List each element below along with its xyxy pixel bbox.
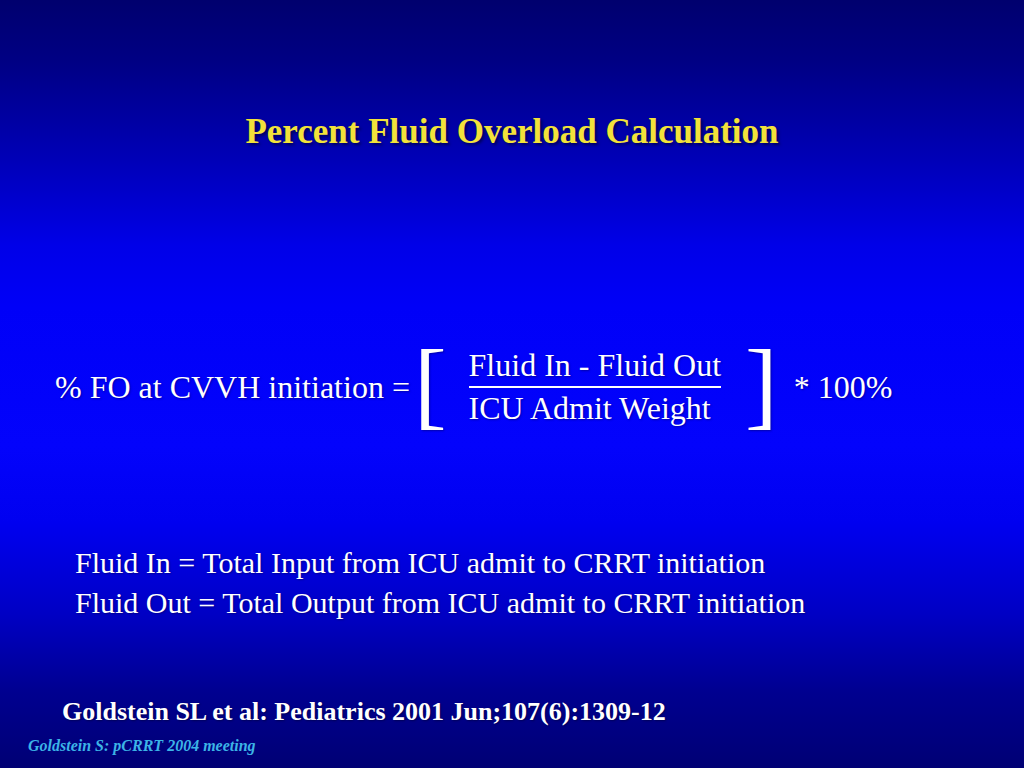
slide-background: Percent Fluid Overload Calculation % FO … — [0, 0, 1024, 768]
right-bracket-glyph: ] — [745, 341, 778, 427]
definition-fluid-out: Fluid Out = Total Output from ICU admit … — [75, 583, 805, 623]
definitions-block: Fluid In = Total Input from ICU admit to… — [75, 543, 805, 623]
left-bracket-glyph: [ — [414, 341, 447, 427]
definition-fluid-in: Fluid In = Total Input from ICU admit to… — [75, 543, 805, 583]
slide-title: Percent Fluid Overload Calculation — [0, 112, 1024, 152]
fraction-denominator: ICU Admit Weight — [469, 391, 711, 426]
formula: % FO at CVVH initiation = [ Fluid In - F… — [55, 337, 892, 437]
footer-credit: Goldstein S: pCRRT 2004 meeting — [28, 737, 256, 755]
citation: Goldstein SL et al: Pediatrics 2001 Jun;… — [62, 697, 666, 727]
fraction: Fluid In - Fluid Out ICU Admit Weight — [469, 348, 721, 426]
fraction-numerator: Fluid In - Fluid Out — [469, 348, 721, 388]
formula-lhs: % FO at CVVH initiation = — [55, 369, 410, 406]
formula-multiplier: * 100% — [794, 369, 893, 406]
